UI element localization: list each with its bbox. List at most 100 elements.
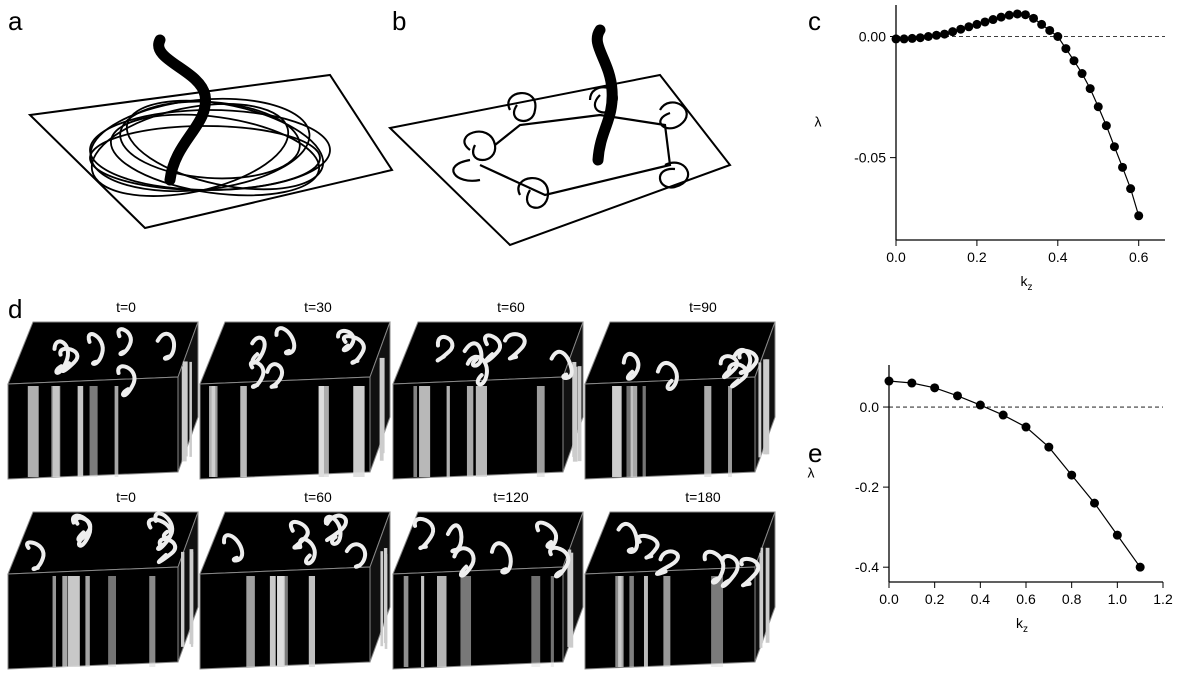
panel-label: c xyxy=(808,6,821,36)
data-point xyxy=(1112,530,1122,540)
data-point xyxy=(891,34,901,44)
data-point xyxy=(1021,422,1031,432)
top-wave xyxy=(156,537,178,565)
top-wave xyxy=(153,511,175,540)
top-wave xyxy=(155,331,177,361)
front-stripe xyxy=(269,576,276,667)
front-stripe xyxy=(711,576,724,667)
front-stripe xyxy=(27,386,39,477)
data-point xyxy=(988,15,998,25)
front-stripe xyxy=(612,386,622,477)
data-point xyxy=(1090,498,1099,508)
top-wave xyxy=(621,351,641,381)
front-stripe xyxy=(149,576,156,667)
front-stripe xyxy=(320,386,329,477)
top-wave xyxy=(548,545,571,579)
data-point xyxy=(956,24,966,34)
front-stripe xyxy=(531,576,541,667)
top-wave xyxy=(739,556,761,588)
illustration-a xyxy=(27,34,394,230)
x-tick-label: 0.0 xyxy=(879,591,899,607)
top-wave xyxy=(71,513,93,548)
data-point xyxy=(1045,25,1055,35)
front-stripe xyxy=(77,386,84,477)
side-stripe xyxy=(758,362,762,458)
top-wave xyxy=(535,520,559,549)
top-wave xyxy=(325,513,348,543)
front-stripe xyxy=(68,576,80,667)
data-point xyxy=(1069,56,1079,66)
side-stripe xyxy=(567,551,570,647)
side-stripe xyxy=(572,361,577,457)
data-point xyxy=(1126,184,1136,194)
data-point xyxy=(1118,162,1128,172)
top-wave xyxy=(616,521,639,554)
data-point xyxy=(884,376,894,386)
data-point xyxy=(930,383,940,393)
data-point xyxy=(1135,562,1145,572)
x-axis-label-main: k xyxy=(1021,273,1029,289)
side-stripe xyxy=(380,551,384,647)
top-wave xyxy=(718,354,739,380)
x-tick-label: 0.4 xyxy=(1048,249,1068,265)
side-stripe xyxy=(569,552,574,648)
front-stripe xyxy=(618,576,624,667)
y-tick-label: 0.00 xyxy=(859,28,886,44)
front-stripe xyxy=(475,386,487,477)
data-point xyxy=(1037,19,1047,29)
data-point xyxy=(915,33,925,43)
simulation-box xyxy=(199,511,391,670)
x-tick-label: 1.0 xyxy=(1108,591,1128,607)
top-wave xyxy=(549,349,574,380)
data-point xyxy=(980,17,990,27)
data-point xyxy=(1067,470,1077,480)
top-wave xyxy=(341,334,366,365)
top-wave xyxy=(462,341,484,368)
top-wave xyxy=(344,542,368,569)
front-stripe xyxy=(403,576,409,667)
front-stripe xyxy=(629,576,634,667)
y-tick-label: -0.05 xyxy=(854,150,886,166)
x-tick-label: 1.2 xyxy=(1153,591,1173,607)
data-point xyxy=(1101,121,1111,131)
panel-label: e xyxy=(808,438,822,468)
top-wave xyxy=(250,335,267,365)
top-wave xyxy=(483,333,502,364)
front-stripe xyxy=(536,386,545,477)
top-wave xyxy=(727,361,749,389)
top-wave xyxy=(452,546,476,578)
front-stripe xyxy=(446,386,450,477)
front-stripe xyxy=(89,386,98,477)
x-axis-label: kz xyxy=(1021,273,1033,293)
panel-label: d xyxy=(8,294,22,324)
top-wave xyxy=(265,362,285,389)
data-point xyxy=(931,30,941,40)
front-stripe xyxy=(209,386,216,477)
data-point xyxy=(1053,31,1063,41)
front-stripe xyxy=(85,576,90,667)
front-stripe xyxy=(437,576,447,667)
front-stripe xyxy=(353,386,365,477)
top-wave xyxy=(654,549,680,576)
data-point xyxy=(1029,13,1039,23)
top-wave xyxy=(702,549,726,585)
simulation-box xyxy=(392,321,584,480)
front-stripe xyxy=(246,576,255,667)
top-wave xyxy=(222,533,245,563)
data-line xyxy=(888,380,1141,568)
front-stripe xyxy=(642,386,646,477)
front-stripe xyxy=(308,576,316,667)
y-axis-label: λ xyxy=(815,114,822,130)
front-stripe xyxy=(663,576,671,667)
simulation-box xyxy=(392,511,584,670)
front-stripe xyxy=(630,386,638,477)
x-axis-label-sub: z xyxy=(1028,282,1033,293)
illustration-b xyxy=(387,24,732,247)
data-point xyxy=(923,31,933,41)
side-stripe xyxy=(181,551,185,647)
data-point xyxy=(907,378,917,388)
data-point xyxy=(1085,84,1095,94)
front-stripe xyxy=(62,576,68,667)
time-label: t=60 xyxy=(497,299,525,315)
